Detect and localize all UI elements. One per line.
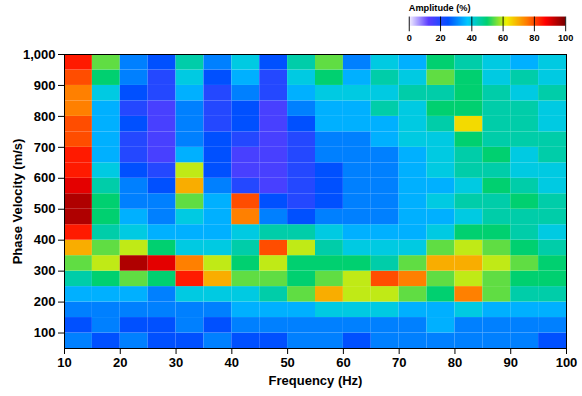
svg-text:800: 800 (34, 109, 56, 124)
svg-text:Amplitude (%): Amplitude (%) (409, 3, 471, 13)
svg-text:60: 60 (498, 33, 508, 43)
svg-text:300: 300 (34, 263, 56, 278)
svg-text:900: 900 (34, 78, 56, 93)
svg-text:70: 70 (392, 355, 406, 370)
svg-text:80: 80 (448, 355, 462, 370)
svg-text:20: 20 (435, 33, 445, 43)
svg-text:10: 10 (57, 355, 71, 370)
svg-text:80: 80 (529, 33, 539, 43)
svg-text:100: 100 (556, 355, 578, 370)
svg-text:30: 30 (169, 355, 183, 370)
svg-text:1,000: 1,000 (23, 47, 56, 62)
svg-text:500: 500 (34, 201, 56, 216)
svg-text:90: 90 (503, 355, 517, 370)
svg-text:200: 200 (34, 294, 56, 309)
svg-text:100: 100 (34, 325, 56, 340)
svg-text:60: 60 (336, 355, 350, 370)
svg-text:0: 0 (407, 33, 412, 43)
svg-text:700: 700 (34, 140, 56, 155)
svg-text:40: 40 (225, 355, 239, 370)
svg-text:50: 50 (280, 355, 294, 370)
svg-text:600: 600 (34, 170, 56, 185)
svg-text:100: 100 (558, 33, 573, 43)
svg-text:400: 400 (34, 232, 56, 247)
svg-text:Frequency (Hz): Frequency (Hz) (269, 373, 363, 388)
svg-text:20: 20 (113, 355, 127, 370)
svg-text:Phase Velocity (m/s): Phase Velocity (m/s) (10, 139, 25, 265)
svg-text:40: 40 (467, 33, 477, 43)
